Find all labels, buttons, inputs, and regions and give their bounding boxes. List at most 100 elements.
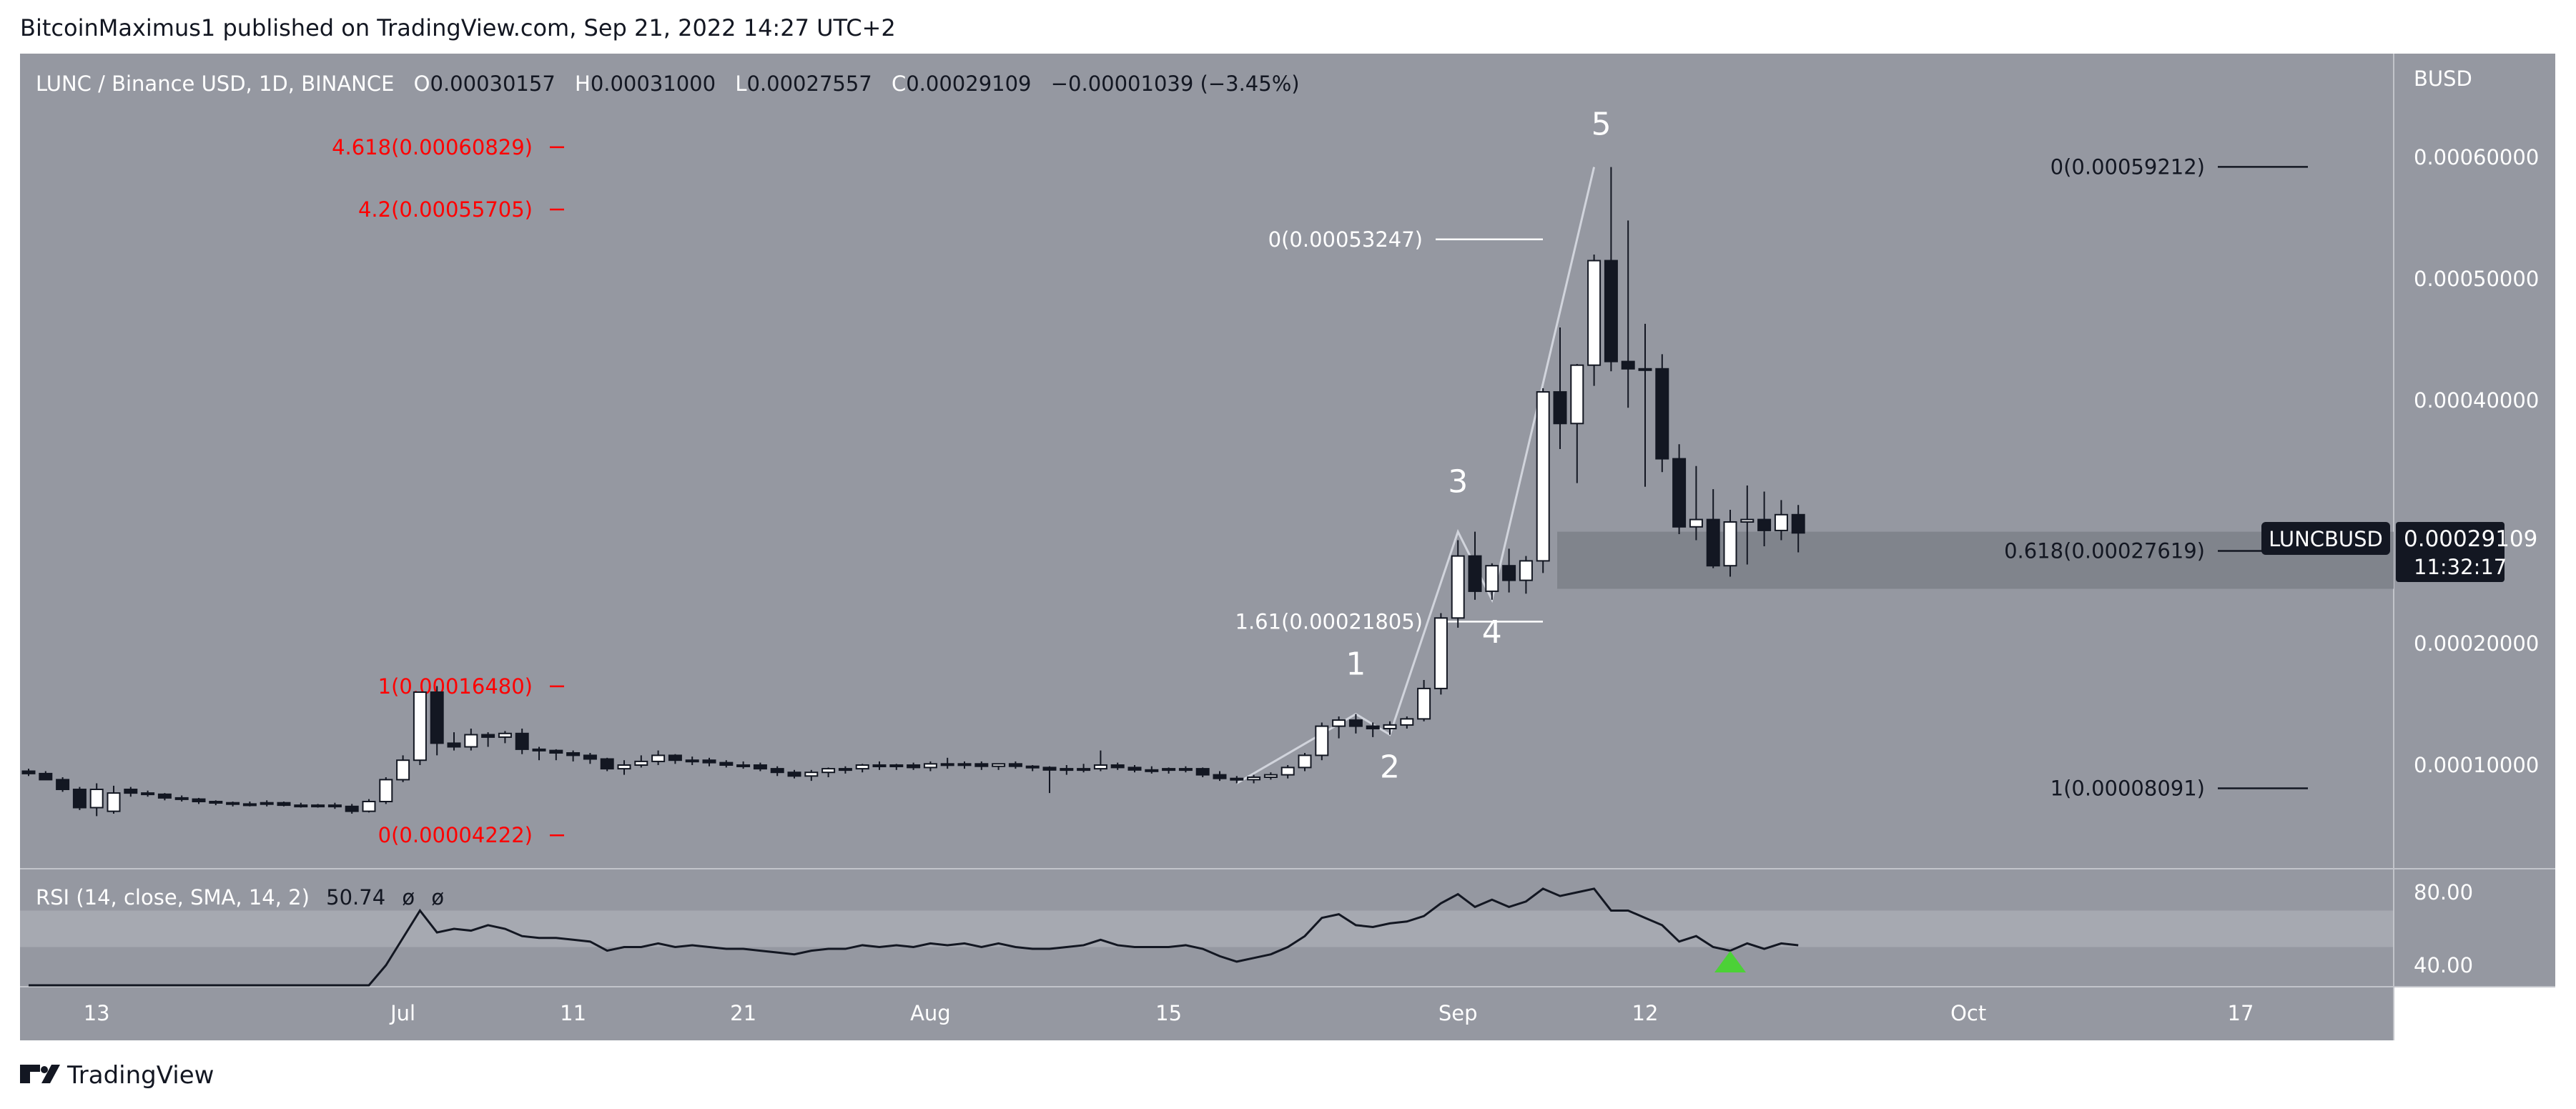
candle[interactable]: [838, 766, 852, 774]
fib-level[interactable]: 0(0.00053247): [1268, 227, 1543, 252]
fib-level[interactable]: 0(0.00004222): [378, 823, 564, 847]
fib-level[interactable]: 4.618(0.00060829): [332, 135, 564, 159]
candle[interactable]: [1178, 766, 1193, 773]
fib-mid-group[interactable]: 0(0.00053247) 1.61(0.00021805): [1235, 227, 1543, 634]
candle[interactable]: [1468, 531, 1482, 600]
candle[interactable]: [1604, 167, 1618, 372]
candle[interactable]: [174, 795, 189, 802]
candle[interactable]: [702, 757, 716, 767]
candle[interactable]: [1298, 753, 1312, 772]
candle[interactable]: [634, 755, 648, 768]
candle[interactable]: [1008, 761, 1022, 769]
candle[interactable]: [1417, 680, 1431, 721]
rsi-axis[interactable]: [2394, 869, 2555, 987]
candle[interactable]: [1230, 776, 1244, 784]
candle[interactable]: [1195, 767, 1210, 777]
candle[interactable]: [157, 793, 172, 801]
candle[interactable]: [1621, 220, 1635, 408]
candle[interactable]: [923, 761, 937, 772]
candle[interactable]: [940, 757, 954, 769]
candle[interactable]: [345, 804, 359, 814]
fib-right-group[interactable]: 0(0.00059212) 0.618(0.00027619) 1(0.000080…: [2004, 154, 2308, 800]
candle[interactable]: [1348, 714, 1363, 734]
candles[interactable]: [21, 167, 1805, 817]
candle[interactable]: [1655, 354, 1669, 473]
candle[interactable]: [1519, 556, 1533, 594]
candle[interactable]: [855, 764, 869, 773]
candle[interactable]: [600, 757, 614, 772]
candle[interactable]: [1638, 323, 1652, 487]
candle[interactable]: [1400, 716, 1414, 729]
candle[interactable]: [379, 777, 393, 804]
support-zone[interactable]: [1557, 531, 2394, 589]
candle[interactable]: [1706, 489, 1720, 568]
fib-level[interactable]: 0.618(0.00027619): [2004, 538, 2308, 563]
candle[interactable]: [651, 750, 666, 765]
candle[interactable]: [430, 686, 444, 756]
candle[interactable]: [242, 802, 257, 807]
candle[interactable]: [753, 762, 767, 772]
candle[interactable]: [1332, 716, 1346, 739]
candle[interactable]: [1502, 548, 1516, 593]
candle[interactable]: [294, 802, 308, 808]
candle[interactable]: [515, 729, 529, 754]
candle[interactable]: [209, 800, 223, 806]
candle[interactable]: [992, 763, 1006, 770]
price-axis[interactable]: [2394, 54, 2555, 869]
candle[interactable]: [498, 731, 512, 744]
candle[interactable]: [617, 760, 631, 775]
candle[interactable]: [1110, 762, 1125, 770]
candle[interactable]: [1740, 486, 1755, 565]
candle[interactable]: [1162, 767, 1176, 774]
candle[interactable]: [1536, 388, 1550, 573]
candle[interactable]: [447, 732, 461, 751]
candle[interactable]: [1145, 766, 1159, 774]
candle[interactable]: [1077, 764, 1091, 773]
candle[interactable]: [107, 785, 121, 814]
candle[interactable]: [277, 802, 291, 807]
candle[interactable]: [1672, 444, 1687, 534]
candle[interactable]: [327, 802, 342, 809]
candle[interactable]: [1383, 721, 1397, 735]
candle[interactable]: [957, 761, 972, 769]
candle[interactable]: [1315, 722, 1329, 761]
candle[interactable]: [1774, 500, 1788, 541]
candle[interactable]: [1587, 255, 1602, 386]
price-pane[interactable]: [20, 54, 2394, 869]
candle[interactable]: [1060, 765, 1074, 775]
fib-level[interactable]: 1(0.00016480): [378, 674, 564, 699]
candle[interactable]: [1093, 750, 1107, 772]
candle[interactable]: [89, 783, 104, 817]
candle[interactable]: [124, 787, 138, 797]
candle[interactable]: [549, 749, 563, 761]
candle[interactable]: [1213, 771, 1227, 782]
fib-left-group[interactable]: 4.618(0.00060829) 4.2(0.00055705) 1(0.0001…: [332, 135, 564, 847]
candle[interactable]: [464, 729, 478, 751]
candle[interactable]: [1791, 505, 1805, 553]
candle[interactable]: [56, 777, 70, 792]
candle[interactable]: [1433, 613, 1448, 695]
fib-level[interactable]: 4.2(0.00055705): [358, 197, 564, 222]
candle[interactable]: [1247, 774, 1261, 784]
fib-level[interactable]: 1(0.00008091): [2051, 776, 2308, 800]
candle[interactable]: [736, 761, 751, 769]
candle[interactable]: [685, 756, 699, 765]
rsi-line[interactable]: [29, 887, 1799, 987]
candle[interactable]: [362, 799, 376, 813]
candle[interactable]: [141, 790, 155, 797]
candle[interactable]: [719, 760, 734, 768]
fib-level[interactable]: 0(0.00059212): [2051, 154, 2308, 179]
candle[interactable]: [1127, 765, 1142, 773]
candle[interactable]: [1280, 765, 1295, 779]
candle[interactable]: [1723, 510, 1737, 577]
candle[interactable]: [566, 750, 581, 761]
time-axis[interactable]: [20, 987, 2394, 1040]
candle[interactable]: [872, 761, 887, 770]
candle[interactable]: [72, 787, 87, 810]
candle[interactable]: [39, 771, 53, 781]
candle[interactable]: [413, 691, 427, 765]
candle[interactable]: [21, 769, 36, 777]
candle[interactable]: [192, 797, 206, 804]
candle[interactable]: [821, 767, 836, 777]
candle[interactable]: [1757, 491, 1772, 547]
